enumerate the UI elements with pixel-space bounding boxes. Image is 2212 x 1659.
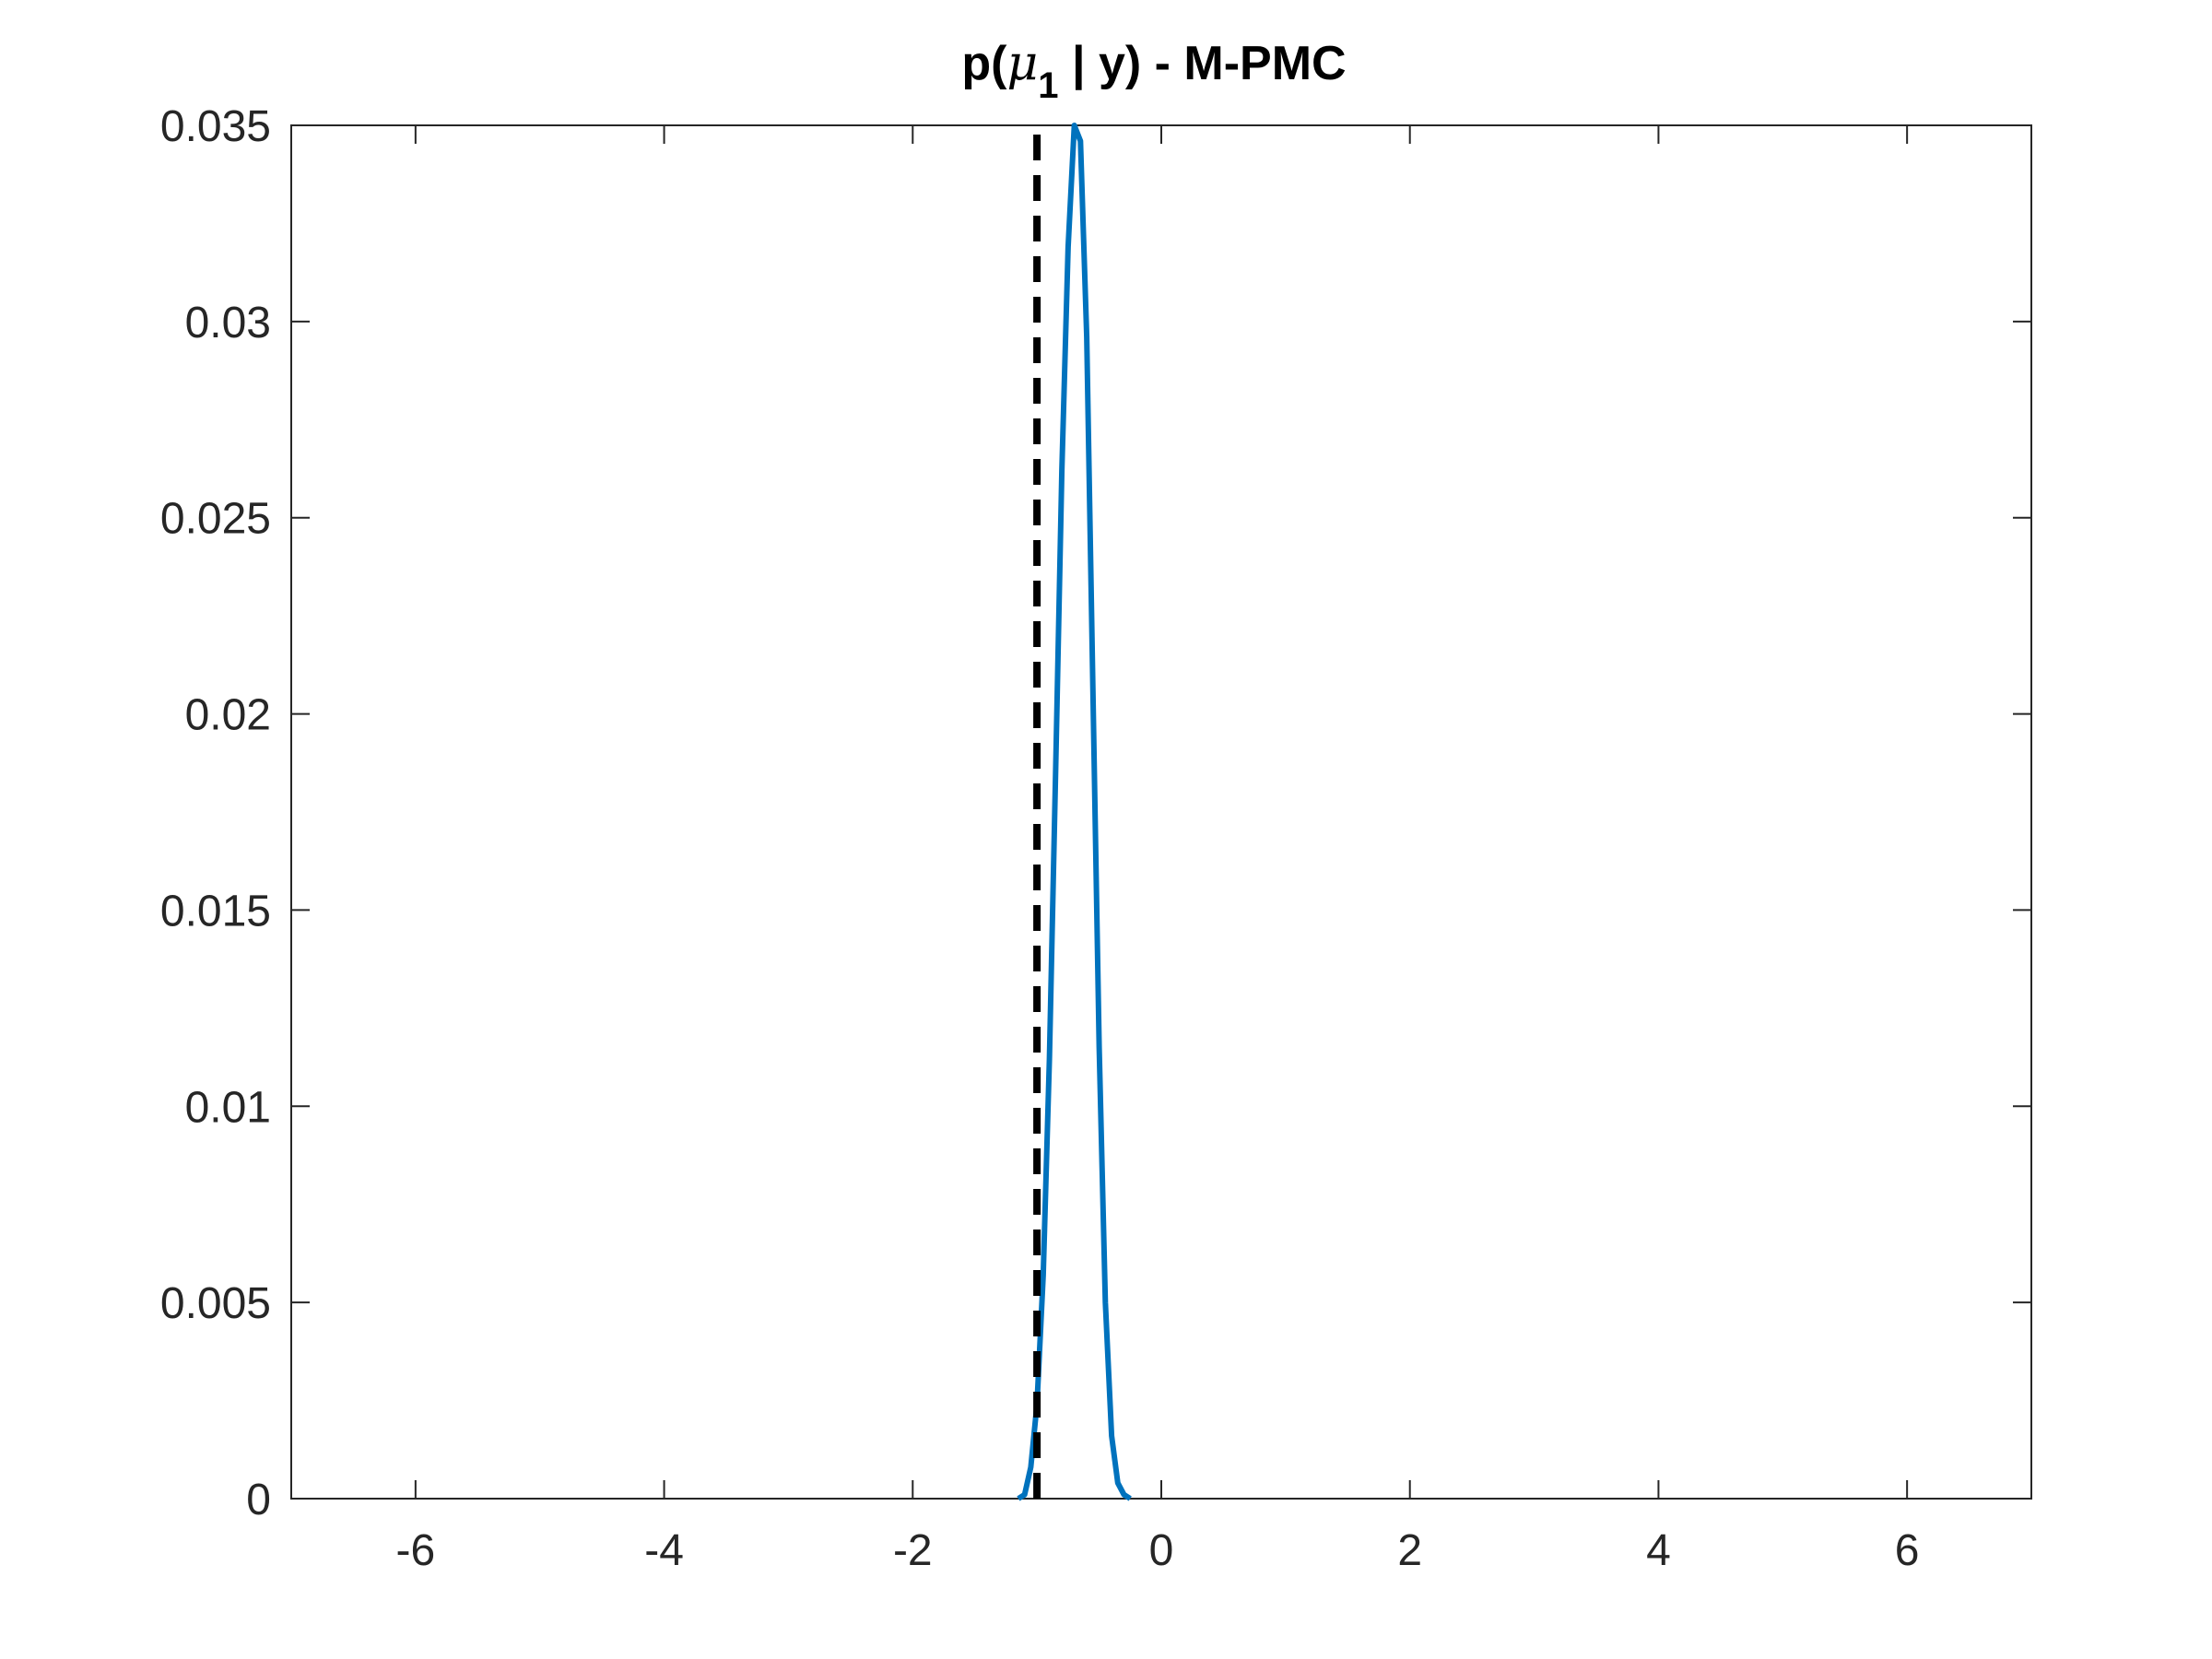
x-tick-label: -2: [893, 1526, 933, 1575]
y-tick-label: 0.03: [185, 299, 271, 347]
y-tick-label: 0: [246, 1476, 271, 1524]
x-tick-label: 6: [1895, 1526, 1920, 1575]
chart-title-text: p(μ1 | y) - M-PMC: [961, 36, 1346, 106]
title-symbol: μ: [1006, 36, 1038, 91]
title-subscript: 1: [1038, 65, 1058, 106]
chart-title: p(μ1 | y) - M-PMC: [961, 36, 1346, 106]
y-tick-label: 0.01: [185, 1083, 271, 1132]
y-tick-label: 0.005: [160, 1279, 271, 1328]
y-tick-label: 0.015: [160, 887, 271, 935]
plot-area: -6 -4 -2 0 2 4 6 0 0.005 0.01 0.015 0.02 0.025 0.03 0.…: [160, 102, 2032, 1575]
x-tick-label: -6: [396, 1526, 436, 1575]
x-tick-label: -4: [644, 1526, 684, 1575]
x-tick-label: 2: [1397, 1526, 1422, 1575]
y-tick-label: 0.02: [185, 691, 271, 740]
x-tick-label: 4: [1646, 1526, 1671, 1575]
title-prefix: p(: [961, 37, 1007, 90]
x-tick-label: 0: [1149, 1526, 1174, 1575]
axes-box: [290, 124, 2032, 1500]
y-tick-label: 0.035: [160, 102, 271, 151]
y-tick-label: 0.025: [160, 495, 271, 544]
title-suffix: | y) - M-PMC: [1059, 37, 1347, 90]
